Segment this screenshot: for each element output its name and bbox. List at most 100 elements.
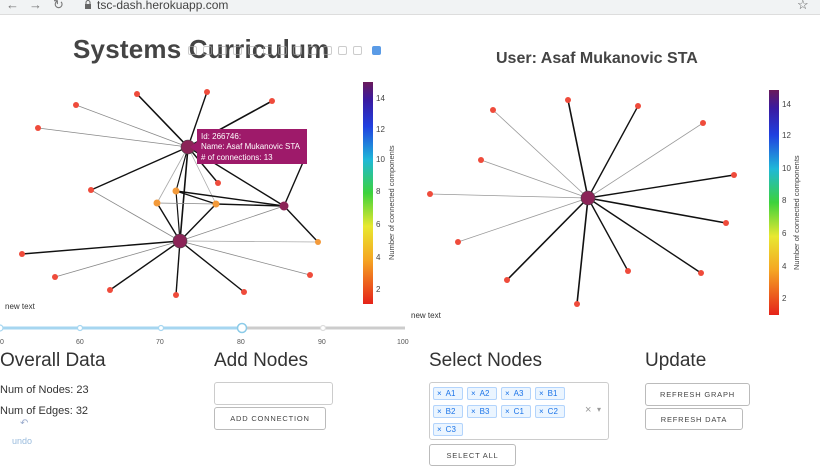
camera-icon	[188, 46, 197, 55]
update-heading: Update	[645, 350, 707, 371]
graph-hub-node	[580, 190, 596, 206]
graph-node	[241, 289, 247, 295]
zoom-icon	[203, 46, 212, 55]
chip-c3[interactable]: × C3	[433, 423, 463, 436]
autoscale-icon	[293, 46, 302, 55]
tooltip-name: Name: Asaf Mukanovic STA	[201, 142, 301, 151]
chip-b3[interactable]: × B3	[467, 405, 497, 418]
select-nodes-heading: Select Nodes	[429, 350, 543, 371]
plot-modebar[interactable]	[188, 42, 387, 55]
lock-icon	[85, 0, 91, 9]
right-network-graph[interactable]: 2 4 6 8 10 12 14 Number of connected com…	[410, 80, 820, 320]
tooltip-id: Id: 266746:	[201, 132, 241, 141]
reset-icon	[308, 46, 317, 55]
select-all-button[interactable]: Select All	[429, 444, 516, 466]
clear-selection-icon[interactable]: ×	[585, 404, 592, 416]
chip-remove-icon[interactable]: ×	[505, 389, 510, 398]
chip-remove-icon[interactable]: ×	[437, 389, 442, 398]
chip-c1[interactable]: × C1	[501, 405, 531, 418]
chip-a2[interactable]: × A2	[467, 387, 497, 400]
chip-b1[interactable]: × B1	[535, 387, 565, 400]
slider-label: 60	[76, 339, 84, 346]
graph-node	[269, 98, 275, 104]
back-icon[interactable]: ←	[6, 0, 19, 12]
chip-remove-icon[interactable]: ×	[471, 389, 476, 398]
colorbar-title: Number of connected components	[792, 155, 801, 270]
graph-node	[698, 270, 704, 276]
graph-node	[565, 97, 571, 103]
browser-toolbar	[0, 0, 820, 15]
zoom-out-icon	[278, 46, 287, 55]
num-edges: Num of Edges: 32	[0, 405, 89, 417]
refresh-data-button[interactable]: Refresh Data	[645, 408, 743, 430]
chip-remove-icon[interactable]: ×	[539, 389, 544, 398]
slider-label: 70	[156, 339, 164, 346]
chip-a1[interactable]: × A1	[433, 387, 463, 400]
chip-remove-icon[interactable]: ×	[505, 407, 510, 416]
graph-edges	[21, 91, 319, 296]
right-colorbar: 2 4 6 8 10 12 14 Number of connected com…	[769, 90, 801, 315]
graph-edges	[429, 99, 735, 305]
chip-remove-icon[interactable]: ×	[539, 407, 544, 416]
dropdown-caret-icon[interactable]: ▾	[597, 405, 602, 414]
pan-icon	[218, 46, 227, 55]
colorbar-tick: 10	[376, 155, 385, 164]
slider-handle	[236, 322, 248, 334]
forward-icon[interactable]: →	[29, 0, 42, 12]
graph-node	[700, 120, 706, 126]
graph-nodes[interactable]	[19, 89, 321, 298]
node-multiselect[interactable]	[429, 382, 609, 440]
colorbar-tick: 6	[376, 220, 381, 229]
graph-node	[35, 125, 41, 131]
plotly-logo-icon	[372, 46, 382, 55]
chip-remove-icon[interactable]: ×	[471, 407, 476, 416]
graph-node	[731, 172, 737, 178]
chip-a3[interactable]: × A3	[501, 387, 531, 400]
chip-remove-icon[interactable]: ×	[437, 407, 442, 416]
spike-icon	[323, 46, 332, 55]
reload-icon[interactable]: ↻	[53, 0, 64, 12]
graph-node	[574, 301, 580, 307]
graph-node	[212, 200, 220, 208]
hover-compare-icon	[353, 46, 362, 55]
graph-node	[427, 191, 433, 197]
refresh-graph-button[interactable]: Refresh Graph	[645, 383, 750, 406]
undo-button[interactable]: undo	[12, 436, 33, 446]
graph-nodes[interactable]	[427, 97, 737, 307]
colorbar-tick: 2	[376, 285, 381, 294]
graph-node	[107, 287, 113, 293]
graph-node	[315, 239, 321, 245]
overall-data-heading: Overall Data	[0, 350, 106, 371]
left-network-graph[interactable]: Id: 266746: Name: Asaf Mukanovic STA # o…	[0, 70, 410, 310]
colorbar-tick: 12	[782, 131, 791, 140]
slider-mark	[157, 324, 165, 332]
chip-remove-icon[interactable]: ×	[437, 425, 442, 434]
bookmark-star-icon[interactable]: ☆	[797, 0, 809, 12]
colorbar-tick: 4	[376, 253, 381, 262]
left-colorbar: 2 4 6 8 10 12 14 Number of connected com…	[363, 82, 396, 304]
graph-node	[52, 274, 58, 280]
right-footnote: new text	[411, 311, 441, 320]
colorbar-tick: 4	[782, 262, 787, 271]
tooltip-connections: # of connections: 13	[201, 153, 273, 162]
add-connection-button[interactable]: Add Connection	[214, 407, 326, 430]
graph-node	[172, 187, 180, 195]
graph-node	[153, 199, 161, 207]
zoom-in-icon	[263, 46, 272, 55]
graph-node	[88, 187, 94, 193]
threshold-slider[interactable]: 0 60 70 80 90 100	[0, 320, 410, 350]
node-input[interactable]	[214, 382, 333, 405]
chip-c2[interactable]: × C2	[535, 405, 565, 418]
graph-node	[504, 277, 510, 283]
chip-b2[interactable]: × B2	[433, 405, 463, 418]
graph-node	[307, 272, 313, 278]
undo-icon[interactable]: ↶	[20, 418, 29, 429]
slider-label: 90	[318, 339, 326, 346]
slider-label: 0	[0, 339, 4, 346]
colorbar-tick: 8	[376, 187, 381, 196]
address-bar[interactable]: tsc-dash.herokuapp.com	[97, 0, 229, 12]
graph-node	[204, 89, 210, 95]
graph-hub-node	[279, 201, 289, 211]
add-nodes-heading: Add Nodes	[214, 350, 309, 371]
graph-node	[19, 251, 25, 257]
